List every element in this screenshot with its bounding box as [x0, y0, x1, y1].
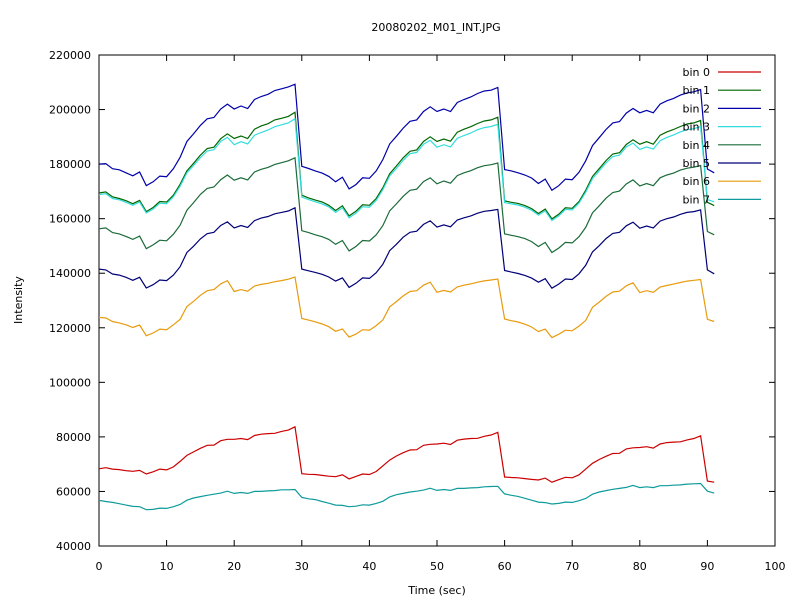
- legend-label: bin 4: [682, 139, 710, 152]
- legend: bin 0 bin 1 bin 2 bin 3 bin 4 bin 5 bin 6 bin 7: [682, 66, 761, 206]
- x-axis-label: Time (sec): [407, 584, 466, 597]
- legend-label: bin 0: [682, 66, 710, 79]
- legend-label: bin 7: [682, 193, 710, 206]
- y-tick-label: 120000: [49, 322, 91, 335]
- x-tick-label: 50: [430, 560, 444, 573]
- legend-label: bin 6: [682, 175, 710, 188]
- x-tick-label: 0: [96, 560, 103, 573]
- x-tick-label: 40: [362, 560, 376, 573]
- y-tick-label: 140000: [49, 267, 91, 280]
- chart-title: 20080202_M01_INT.JPG: [371, 21, 500, 34]
- y-tick-label: 200000: [49, 104, 91, 117]
- series-line-bin-5: [99, 208, 714, 288]
- legend-label: bin 5: [682, 157, 710, 170]
- series-layer: [99, 84, 714, 510]
- x-tick-label: 30: [295, 560, 309, 573]
- y-tick-label: 160000: [49, 213, 91, 226]
- plot-frame: [99, 55, 775, 546]
- series-line-bin-2: [99, 84, 714, 190]
- y-tick-label: 180000: [49, 158, 91, 171]
- x-tick-label: 70: [565, 560, 579, 573]
- x-tick-label: 20: [227, 560, 241, 573]
- series-line-bin-1: [99, 112, 714, 219]
- series-line-bin-4: [99, 158, 714, 253]
- x-tick-label: 80: [633, 560, 647, 573]
- y-tick-label: 220000: [49, 49, 91, 62]
- x-tick-label: 90: [700, 560, 714, 573]
- series-line-bin-0: [99, 427, 714, 482]
- series-line-bin-7: [99, 484, 714, 510]
- y-tick-label: 80000: [56, 431, 91, 444]
- x-tick-label: 10: [160, 560, 174, 573]
- x-tick-label: 60: [498, 560, 512, 573]
- series-line-bin-6: [99, 277, 714, 338]
- y-tick-label: 100000: [49, 376, 91, 389]
- legend-label: bin 2: [682, 102, 710, 115]
- y-axis: 40000 60000 80000 100000 120000 140000 160000 1…: [49, 49, 775, 553]
- y-tick-label: 60000: [56, 485, 91, 498]
- y-tick-label: 40000: [56, 540, 91, 553]
- x-tick-label: 100: [765, 560, 786, 573]
- legend-label: bin 1: [682, 84, 710, 97]
- y-axis-label: Intensity: [12, 276, 25, 324]
- legend-label: bin 3: [682, 121, 710, 134]
